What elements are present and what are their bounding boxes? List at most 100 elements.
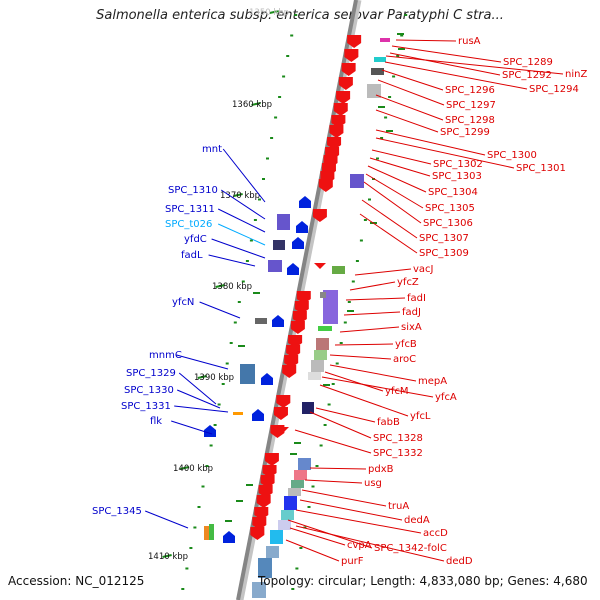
track-tick bbox=[378, 106, 385, 108]
ring-dot bbox=[225, 362, 229, 365]
leader-line bbox=[371, 149, 432, 165]
cds-arrow bbox=[296, 291, 311, 304]
ring-dot bbox=[185, 567, 189, 570]
gene-label-yfcn: yfcN bbox=[172, 297, 194, 308]
accession-text: Accession: NC_012125 bbox=[8, 574, 145, 588]
gene-label-spc-1328: SPC_1328 bbox=[373, 433, 423, 444]
feature-block bbox=[318, 326, 332, 331]
gene-label-spc-1303: SPC_1303 bbox=[432, 171, 482, 182]
leader-line bbox=[389, 52, 501, 76]
leader-line bbox=[208, 254, 256, 267]
track-tick bbox=[347, 310, 354, 312]
feature-block bbox=[258, 558, 272, 578]
leader-line bbox=[178, 372, 217, 405]
gene-label-spc-t026: SPC_t026 bbox=[165, 219, 212, 230]
cds-arrow bbox=[312, 209, 327, 222]
leader-line bbox=[349, 281, 396, 291]
leader-line bbox=[299, 499, 403, 521]
scale-ticks: 1350 kbp 1360 kbp 1370 kbp 1380 kbp 1390 kbp… bbox=[148, 8, 289, 562]
blue-arrow bbox=[261, 373, 273, 385]
ring-dot bbox=[307, 506, 311, 508]
track-tick bbox=[323, 384, 330, 386]
cds-arrow bbox=[292, 311, 307, 324]
cds-arrow bbox=[331, 115, 346, 128]
feature-block bbox=[316, 338, 329, 350]
gene-label-aroc: aroC bbox=[393, 354, 416, 365]
track-tick bbox=[294, 442, 301, 444]
cds-arrow bbox=[290, 321, 305, 334]
ring-dot bbox=[327, 403, 331, 406]
leader-line bbox=[295, 525, 445, 562]
ring-dot bbox=[282, 75, 286, 78]
ring-dot bbox=[295, 567, 299, 570]
leader-line bbox=[343, 311, 401, 316]
ring-dot bbox=[400, 34, 404, 37]
ring-dot bbox=[311, 485, 315, 488]
gene-label-spc-1294: SPC_1294 bbox=[529, 84, 579, 95]
gene-label-yfcb: yfcB bbox=[395, 339, 417, 350]
gene-label-fadi: fadI bbox=[407, 293, 426, 304]
track-tick bbox=[246, 484, 253, 486]
gene-label-sixa: sixA bbox=[401, 322, 422, 333]
feature-block bbox=[311, 360, 324, 372]
cds-arrow bbox=[252, 517, 267, 530]
topology-text: Topology: circular; Length: 4,833,080 bp… bbox=[258, 574, 588, 588]
ring-dot bbox=[249, 239, 253, 242]
gene-label-spc-1302: SPC_1302 bbox=[433, 159, 483, 170]
cds-arrow bbox=[347, 35, 362, 48]
leader-line bbox=[375, 129, 486, 156]
ring-dot bbox=[319, 444, 323, 447]
ring-dot bbox=[266, 157, 269, 160]
gene-label-mnt: mnt bbox=[202, 144, 222, 155]
leader-line bbox=[309, 467, 367, 470]
leader-line bbox=[363, 181, 422, 224]
cds-arrow bbox=[286, 345, 301, 358]
gene-label-spc-1306: SPC_1306 bbox=[423, 218, 473, 229]
leader-line bbox=[319, 384, 409, 417]
blue-arrow bbox=[272, 315, 284, 327]
feature-block bbox=[367, 84, 381, 98]
ring-dot bbox=[404, 14, 408, 16]
cds-arrow bbox=[284, 355, 299, 368]
cds-small-arrow bbox=[277, 427, 289, 433]
leader-line bbox=[354, 268, 412, 276]
ring-dot bbox=[343, 321, 347, 324]
gene-label-purf: purF bbox=[341, 556, 364, 567]
ring-dot bbox=[384, 116, 388, 119]
cds-arrow bbox=[318, 179, 333, 192]
cds-arrow bbox=[264, 453, 279, 466]
ring-dot bbox=[396, 55, 400, 57]
gene-label-spc-1329: SPC_1329 bbox=[126, 368, 176, 379]
track-tick bbox=[397, 33, 404, 35]
blue-arrow bbox=[223, 531, 235, 543]
ring-dot bbox=[331, 383, 335, 385]
leader-line bbox=[395, 39, 457, 42]
ring-dot bbox=[294, 14, 298, 16]
cds-arrow bbox=[282, 365, 297, 378]
feature-block bbox=[233, 412, 243, 415]
feature-block bbox=[266, 546, 279, 558]
cds-arrow bbox=[336, 91, 351, 104]
gene-label-rusa: rusA bbox=[458, 36, 481, 47]
gene-label-vacj: vacJ bbox=[413, 264, 434, 275]
ring-dot bbox=[315, 465, 319, 467]
gene-label-flk: flk bbox=[150, 416, 162, 427]
leader-line bbox=[211, 238, 266, 259]
feature-block bbox=[298, 458, 311, 470]
leader-line bbox=[359, 213, 418, 254]
leader-line bbox=[339, 326, 400, 333]
ring-dot bbox=[262, 178, 265, 180]
cds-arrow bbox=[329, 125, 344, 138]
leader-line bbox=[377, 79, 445, 106]
leader-line bbox=[315, 407, 376, 423]
gene-label-spc-1299: SPC_1299 bbox=[440, 127, 490, 138]
gene-label-spc-1296: SPC_1296 bbox=[445, 85, 495, 96]
gene-label-spc-1332: SPC_1332 bbox=[373, 448, 423, 459]
cds-arrow bbox=[262, 465, 277, 478]
scale-tick bbox=[269, 10, 279, 14]
gene-label-yfdc: yfdC bbox=[184, 234, 207, 245]
feature-block bbox=[281, 510, 294, 520]
leader-line bbox=[375, 137, 515, 169]
gene-label-trua: truA bbox=[388, 501, 409, 512]
gene-label-accd: accD bbox=[423, 528, 448, 539]
